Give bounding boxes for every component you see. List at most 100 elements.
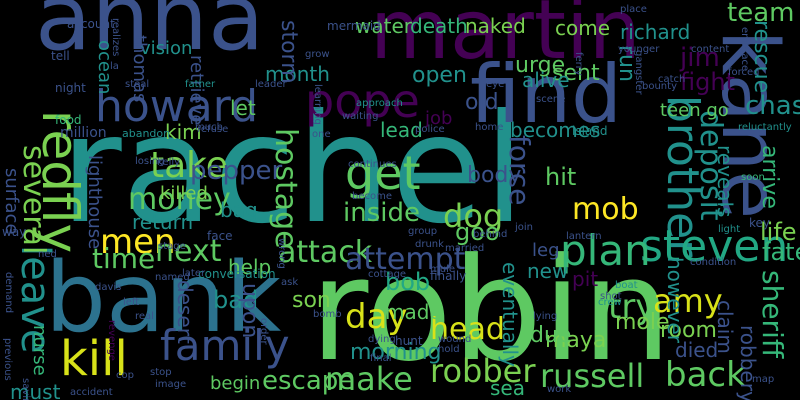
word-kill: kill — [60, 331, 128, 387]
word-pit: pit — [572, 267, 599, 291]
word-cop: cop — [116, 370, 134, 381]
word-son: son — [292, 288, 331, 313]
word-steal: steal — [125, 79, 150, 90]
word-bag: bag — [220, 198, 258, 222]
word-food: food — [55, 113, 82, 127]
word-reluctantly: reluctantly — [738, 122, 792, 133]
word-hold: hold — [438, 344, 460, 355]
word-robber: robber — [430, 352, 536, 390]
word-lead: lead — [380, 118, 423, 142]
word-continues: continues — [348, 159, 397, 170]
word-bounty: bounty — [642, 81, 677, 92]
word-however: however — [663, 257, 687, 343]
word-learning: learning — [312, 84, 323, 125]
word-la: la — [110, 61, 119, 72]
word-fate: fate — [762, 238, 800, 266]
word-image: image — [155, 379, 187, 390]
word-robbery: robbery — [736, 325, 760, 400]
word-place: place — [620, 4, 647, 15]
word-kelly: kelly — [157, 157, 181, 168]
word-thomas: thomas — [129, 35, 150, 103]
word-lighthouse: lighthouse — [84, 155, 105, 250]
word-becomes: becomes — [510, 118, 601, 142]
word-million: million — [60, 125, 107, 141]
word-left: left — [123, 297, 140, 308]
word-later: later — [182, 268, 206, 279]
word-father: father — [185, 79, 216, 90]
word-sea: sea — [490, 376, 525, 400]
word-way: way — [2, 225, 27, 239]
word-richard: richard — [620, 20, 691, 44]
word-drunk: drunk — [415, 239, 444, 250]
word-make: make — [325, 360, 413, 398]
word-map: map — [752, 374, 775, 385]
word-eye: eye — [486, 79, 505, 90]
word-due: due — [530, 323, 572, 348]
word-job: job — [425, 108, 453, 129]
word-mob: mob — [572, 192, 639, 227]
word-catch: catch — [658, 74, 686, 85]
word-married: married — [445, 243, 485, 254]
word-embrace: embrace — [739, 27, 750, 72]
word-soon: soon — [741, 172, 765, 183]
word-shot: shot — [600, 291, 622, 302]
word-maya: maya — [545, 328, 607, 353]
word-chase: chase — [745, 91, 800, 121]
word-named: named — [155, 272, 190, 283]
word-leg: leg — [532, 240, 560, 261]
word-bomb: bomb — [313, 309, 342, 320]
word-killed: killed — [160, 183, 208, 204]
word-wrong: wrong — [276, 238, 287, 269]
word-island: island — [572, 124, 608, 138]
word-one: one — [312, 129, 331, 140]
word-old: old — [465, 90, 499, 115]
word-steven: steven — [640, 221, 789, 272]
word-mermaid: mermaid — [327, 19, 381, 33]
word-vision: vision — [140, 38, 193, 59]
word-nurse: nurse — [29, 325, 50, 376]
word-death: death — [410, 14, 468, 38]
word-boat: boat — [615, 280, 638, 291]
word-desert: desert — [173, 280, 197, 344]
word-demand: demand — [3, 272, 14, 314]
word-leader: leader — [255, 79, 287, 90]
word-scene: scene — [536, 94, 566, 105]
word-money: money — [128, 182, 231, 217]
word-let: let — [230, 96, 256, 120]
word-find: find — [470, 48, 622, 141]
word-claim: claim — [713, 300, 737, 354]
word-behind: behind — [473, 229, 508, 240]
word-group: group — [408, 226, 438, 237]
word-hunt: hunt — [395, 334, 423, 348]
word-begin: begin — [210, 373, 261, 394]
word-content: content — [691, 44, 730, 55]
word-hit: hit — [545, 163, 577, 191]
word-hostage: hostage — [268, 128, 303, 249]
word-back: back — [665, 355, 746, 395]
word-body: body — [467, 163, 522, 188]
word-ferry: ferry — [573, 52, 584, 76]
word-fight: fight — [680, 68, 735, 96]
word-made: made — [385, 300, 442, 324]
word-life: life — [760, 218, 797, 246]
word-help: help — [228, 255, 272, 279]
word-month: month — [265, 62, 330, 86]
word-ask: ask — [281, 277, 299, 288]
word-waiting: waiting — [342, 111, 379, 122]
word-urge: urge — [515, 53, 566, 78]
word-kim: kim — [165, 120, 202, 144]
word-pepper: pepper — [190, 156, 283, 186]
word-wound: wound — [438, 334, 472, 345]
word-robin: robin — [310, 228, 672, 393]
word-conversation: conversation — [198, 267, 276, 281]
word-realizes: realizes — [110, 18, 121, 57]
word-must: must — [10, 380, 61, 400]
word-attack: attack — [278, 235, 373, 270]
word-mule: mule — [430, 264, 456, 275]
word-work: work — [547, 384, 572, 395]
word-try: try — [608, 287, 656, 327]
word-jim: jim — [680, 43, 720, 73]
word-face: face — [207, 229, 233, 243]
word-rescue: rescue — [749, 20, 774, 94]
